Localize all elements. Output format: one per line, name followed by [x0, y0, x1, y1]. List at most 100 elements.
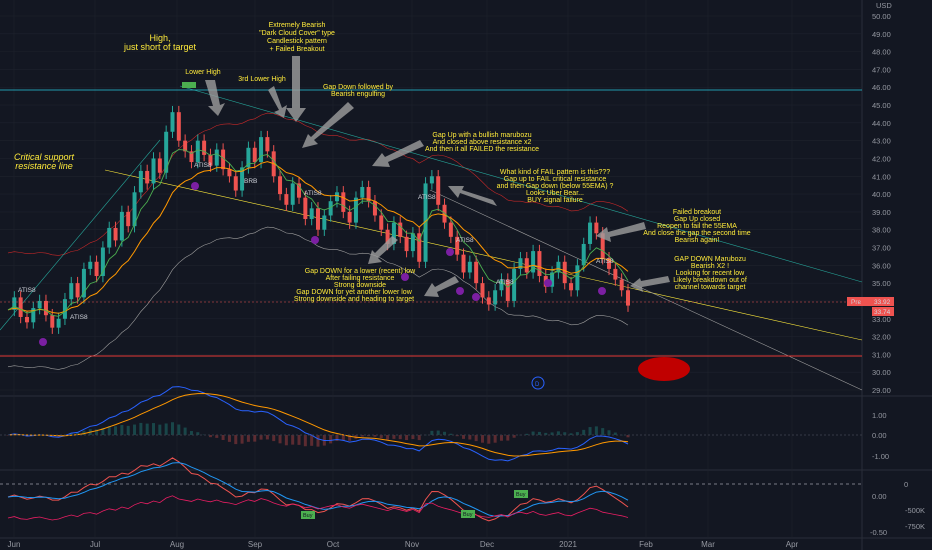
- ann-fail-5: BUY signal failure: [527, 197, 583, 204]
- buy-label-3: Buy: [516, 492, 526, 498]
- price-tick: 37.00: [872, 244, 891, 253]
- macd-hist-bar: [291, 435, 295, 445]
- price-tick: 29.00: [872, 386, 891, 395]
- candle-body: [385, 229, 390, 244]
- time-axis[interactable]: Jun Jul Aug Sep Oct Nov Dec 2021 Feb Mar Apr: [8, 540, 799, 549]
- macd-hist-bar: [575, 432, 579, 435]
- price-axis[interactable]: USD 50.00 49.00 48.00 47.00 46.00 45.00 44.00 4…: [872, 1, 892, 395]
- candle-body: [62, 299, 67, 319]
- osc-line-1: [7, 457, 629, 522]
- candle-body: [524, 258, 529, 273]
- arrow-3rd-lower-high: [268, 86, 287, 118]
- ann-3rd-lower-high: 3rd Lower High: [238, 76, 286, 83]
- candle-body: [379, 215, 384, 230]
- macd-hist-bar: [506, 435, 510, 441]
- candle-body: [31, 308, 36, 323]
- osc-line-2: [7, 462, 629, 517]
- ann-lower-high: Lower High: [185, 69, 221, 76]
- candle-body: [493, 290, 498, 305]
- time-label: Dec: [480, 540, 494, 549]
- time-label: Apr: [786, 540, 799, 549]
- last-value: 33.74: [874, 309, 891, 316]
- candle-body: [594, 222, 599, 234]
- macd-hist-bar: [208, 435, 212, 438]
- candle-body: [531, 251, 536, 273]
- macd-hist-bar: [272, 435, 276, 442]
- candle-body: [43, 300, 48, 316]
- atis-markers: ATIS8 ATIS8 ATIS8 ATIS8 ATIS8 ATIS8 ATIS…: [18, 162, 614, 321]
- macd-hist-bar: [196, 432, 200, 435]
- buy-label-1: Buy: [303, 513, 313, 519]
- macd-hist-bar: [265, 435, 269, 440]
- atis-marker-4: ATIS8: [304, 190, 322, 197]
- macd-hist-bar: [341, 435, 345, 441]
- time-label: Nov: [405, 540, 419, 549]
- candle-body: [404, 236, 409, 252]
- macd-hist-bar: [398, 435, 402, 440]
- time-label: Sep: [248, 540, 263, 549]
- dividend-marker[interactable]: [531, 376, 545, 390]
- price-tick: 40.00: [872, 190, 891, 199]
- purple-signals: [39, 182, 606, 346]
- ann-fail-3: and then Gap down (below 55EMA) ?: [497, 183, 614, 190]
- macd-hist-bar: [525, 433, 529, 435]
- candle-body: [151, 158, 156, 184]
- candle-body: [537, 251, 542, 277]
- macd-hist-bar: [569, 433, 573, 435]
- candle-body: [372, 201, 377, 216]
- pre-price-tag: Pre 33.92 33.74: [847, 297, 894, 316]
- macd-hist-bar: [69, 432, 73, 435]
- macd-hist-bar: [550, 432, 554, 435]
- candle-body: [366, 186, 371, 202]
- ann-high: High,: [149, 33, 170, 43]
- candle-body: [334, 192, 339, 202]
- annotations: High, just short of target Lower High 3r…: [14, 22, 751, 303]
- atis-marker-8: ATIS8: [596, 258, 614, 265]
- macd-hist-bar: [152, 423, 156, 435]
- candle-body: [474, 261, 479, 284]
- ann-gd-lower-2: After failing resistance: [326, 275, 395, 282]
- macd-hist-bar: [114, 426, 118, 435]
- arrow-failed-bo: [596, 222, 646, 242]
- macd-hist-bar: [101, 428, 105, 435]
- grid: [0, 0, 862, 538]
- macd-hist-bar: [253, 435, 257, 442]
- atis-marker-3: ATIS8: [194, 162, 212, 169]
- arrow-gap-up: [372, 140, 424, 167]
- candle-body: [322, 215, 327, 230]
- time-label: 2021: [559, 540, 577, 549]
- macd-tick-1: 1.00: [872, 411, 887, 420]
- price-tick: 50.00: [872, 12, 891, 21]
- time-label: Jul: [90, 540, 100, 549]
- ann-maru-5: channel towards target: [675, 284, 746, 291]
- candle-body: [505, 279, 510, 301]
- price-tick: 48.00: [872, 48, 891, 57]
- macd-hist-bar: [215, 435, 219, 438]
- candle-body: [341, 192, 346, 212]
- price-tick: 33.00: [872, 315, 891, 324]
- macd-hist-bar: [246, 435, 250, 442]
- ann-maru-3: Looking for recent low: [676, 270, 745, 277]
- candle-body: [126, 211, 131, 227]
- candle-body: [56, 318, 61, 328]
- macd-hist-bar: [480, 435, 484, 443]
- time-label: Feb: [639, 540, 653, 549]
- candle-body: [107, 227, 112, 248]
- ema-line-fast: [7, 161, 629, 314]
- candle-body: [316, 208, 320, 230]
- macd-hist-bar: [303, 435, 307, 447]
- macd-hist-bar: [594, 426, 598, 435]
- oscillator-axis: 0 0.00 -500K -750K -0.50: [870, 480, 925, 537]
- price-pane[interactable]: [0, 0, 862, 396]
- ann-gap-up-2: And closed above resistance x2: [433, 139, 532, 146]
- macd-hist-bar: [474, 435, 478, 442]
- arrow-maru: [630, 276, 670, 292]
- atis-marker-6: ATIS8: [456, 237, 474, 244]
- macd-hist-bar: [297, 435, 301, 445]
- dividend-label: D: [535, 382, 540, 388]
- price-tick: 36.00: [872, 261, 891, 270]
- candle-body: [607, 258, 612, 269]
- macd-hist-bar: [392, 435, 396, 439]
- price-tick: 41.00: [872, 172, 891, 181]
- candle-body: [189, 151, 194, 163]
